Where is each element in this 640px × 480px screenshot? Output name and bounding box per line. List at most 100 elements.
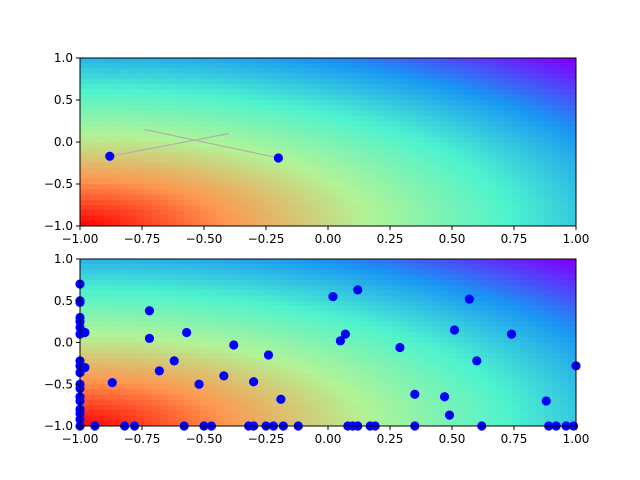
contour-cell — [392, 100, 401, 106]
contour-cell — [160, 394, 169, 401]
contour-cell — [488, 73, 497, 80]
contour-cell — [392, 311, 401, 318]
contour-cell — [104, 415, 113, 422]
contour-cell — [200, 321, 209, 328]
contour-cell — [96, 100, 105, 106]
contour-cell — [416, 274, 425, 281]
contour-cell — [448, 347, 457, 354]
contour-cell — [352, 321, 361, 328]
contour-cell — [488, 326, 497, 333]
contour-cell — [384, 173, 393, 180]
contour-cell — [416, 279, 425, 286]
contour-cell — [304, 220, 313, 226]
contour-cell — [104, 358, 113, 364]
contour-cell — [168, 178, 177, 185]
contour-cell — [504, 321, 513, 328]
contour-cell — [424, 384, 433, 391]
contour-cell — [560, 358, 569, 364]
contour-cell — [480, 131, 489, 138]
contour-cell — [264, 384, 273, 391]
contour-cell — [144, 100, 153, 106]
contour-cell — [568, 205, 576, 211]
contour-cell — [136, 63, 145, 70]
contour-cell — [176, 89, 185, 96]
contour-cell — [336, 115, 345, 122]
contour-cell — [496, 163, 505, 169]
contour-cell — [496, 300, 505, 307]
contour-cell — [400, 131, 409, 138]
contour-cell — [232, 110, 241, 117]
contour-cell — [416, 285, 425, 291]
contour-cell — [280, 384, 289, 391]
contour-cell — [232, 358, 241, 364]
contour-cell — [312, 337, 321, 344]
contour-cell — [488, 100, 497, 106]
contour-cell — [496, 342, 505, 349]
contour-cell — [328, 84, 337, 91]
contour-cell — [96, 68, 105, 75]
contour-cell — [440, 290, 449, 297]
contour-cell — [528, 136, 537, 143]
contour-cell — [208, 189, 217, 196]
contour-cell — [408, 73, 417, 80]
contour-cell — [360, 157, 369, 164]
contour-cell — [200, 342, 209, 349]
contour-cell — [176, 178, 185, 185]
contour-cell — [120, 89, 129, 96]
contour-cell — [392, 410, 401, 417]
contour-cell — [248, 321, 257, 328]
contour-cell — [320, 121, 329, 127]
contour-cell — [296, 389, 305, 396]
data-point — [395, 342, 405, 353]
contour-cell — [288, 332, 297, 338]
contour-cell — [336, 368, 345, 375]
contour-cell — [80, 163, 89, 169]
contour-cell — [448, 194, 457, 201]
contour-cell — [296, 94, 305, 101]
contour-cell — [96, 394, 105, 401]
contour-cell — [224, 399, 233, 406]
contour-cell — [472, 410, 481, 417]
contour-cell — [240, 220, 249, 226]
contour-cell — [440, 415, 449, 422]
contour-cell — [208, 184, 217, 190]
contour-cell — [424, 199, 433, 206]
contour-cell — [120, 73, 129, 80]
contour-cell — [424, 269, 433, 276]
contour-cell — [208, 73, 217, 80]
contour-cell — [232, 63, 241, 70]
contour-cell — [464, 142, 473, 148]
contour-cell — [360, 358, 369, 364]
contour-cell — [536, 157, 545, 164]
contour-cell — [488, 321, 497, 328]
contour-cell — [496, 199, 505, 206]
contour-cell — [240, 184, 249, 190]
contour-cell — [208, 342, 217, 349]
contour-cell — [552, 84, 561, 91]
contour-cell — [88, 295, 97, 302]
contour-cell — [296, 363, 305, 370]
contour-cell — [312, 173, 321, 180]
contour-cell — [384, 147, 393, 154]
contour-cell — [168, 415, 177, 422]
contour-cell — [520, 269, 529, 276]
contour-cell — [240, 68, 249, 75]
contour-cell — [408, 94, 417, 101]
contour-cell — [272, 210, 281, 217]
contour-cell — [464, 84, 473, 91]
contour-cell — [200, 115, 209, 122]
contour-cell — [136, 279, 145, 286]
contour-cell — [448, 316, 457, 323]
contour-cell — [304, 210, 313, 217]
contour-cell — [288, 295, 297, 302]
contour-cell — [480, 194, 489, 201]
contour-cell — [136, 295, 145, 302]
contour-cell — [128, 157, 137, 164]
contour-cell — [344, 136, 353, 143]
contour-cell — [448, 210, 457, 217]
contour-cell — [552, 405, 561, 411]
contour-cell — [496, 205, 505, 211]
contour-cell — [480, 321, 489, 328]
contour-cell — [416, 394, 425, 401]
contour-cell — [448, 152, 457, 159]
